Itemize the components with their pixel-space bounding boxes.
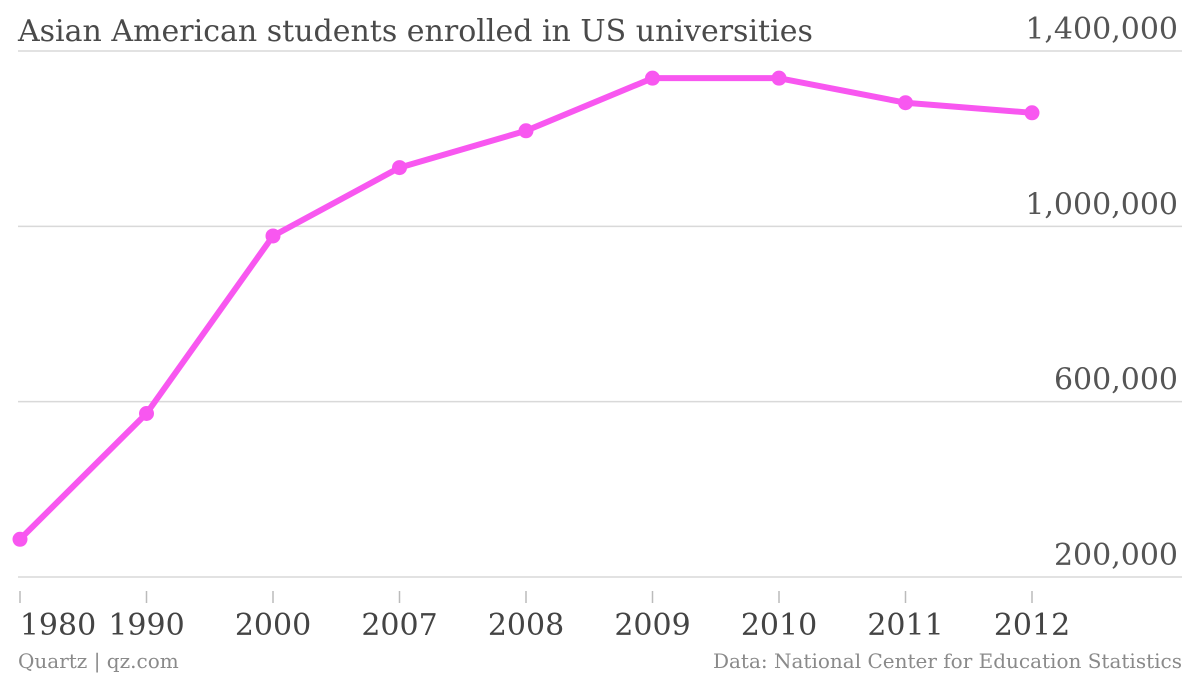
x-tick-label: 2012 xyxy=(994,608,1070,643)
data-point xyxy=(12,531,28,547)
x-tick-label: 2000 xyxy=(235,608,311,643)
chart-title: Asian American students enrolled in US u… xyxy=(17,14,813,49)
y-tick-label: 1,400,000 xyxy=(1025,12,1178,47)
y-tick-label: 1,000,000 xyxy=(1025,187,1178,222)
x-tick-label: 2011 xyxy=(867,608,943,643)
series-line-group xyxy=(12,70,1040,547)
footer-source-credit: Quartz | qz.com xyxy=(18,649,179,674)
series-line xyxy=(17,75,1035,543)
gridlines xyxy=(18,50,1182,578)
data-point xyxy=(518,123,534,139)
x-tick-label: 1990 xyxy=(108,608,184,643)
data-point xyxy=(392,160,407,176)
data-point xyxy=(771,70,787,86)
x-tick-label: 2007 xyxy=(361,608,437,643)
x-tick-label: 1980 xyxy=(20,608,96,643)
x-axis: 1980 1990 2000 2007 2008 2009 2010 2011 2012 xyxy=(19,591,1070,643)
x-tick-label: 2008 xyxy=(488,608,564,643)
footer-data-credit: Data: National Center for Education Stat… xyxy=(713,649,1182,673)
data-point xyxy=(898,95,913,111)
y-tick-label: 600,000 xyxy=(1054,363,1178,398)
y-axis: 200,000 600,000 1,000,000 1,400,000 xyxy=(1025,12,1178,573)
y-tick-label: 200,000 xyxy=(1054,538,1178,573)
data-point xyxy=(139,406,154,422)
data-point xyxy=(1024,105,1040,121)
data-point xyxy=(645,70,660,86)
data-point xyxy=(265,228,281,244)
x-tick-label: 2010 xyxy=(741,608,817,643)
x-tick-label: 2009 xyxy=(614,608,690,643)
